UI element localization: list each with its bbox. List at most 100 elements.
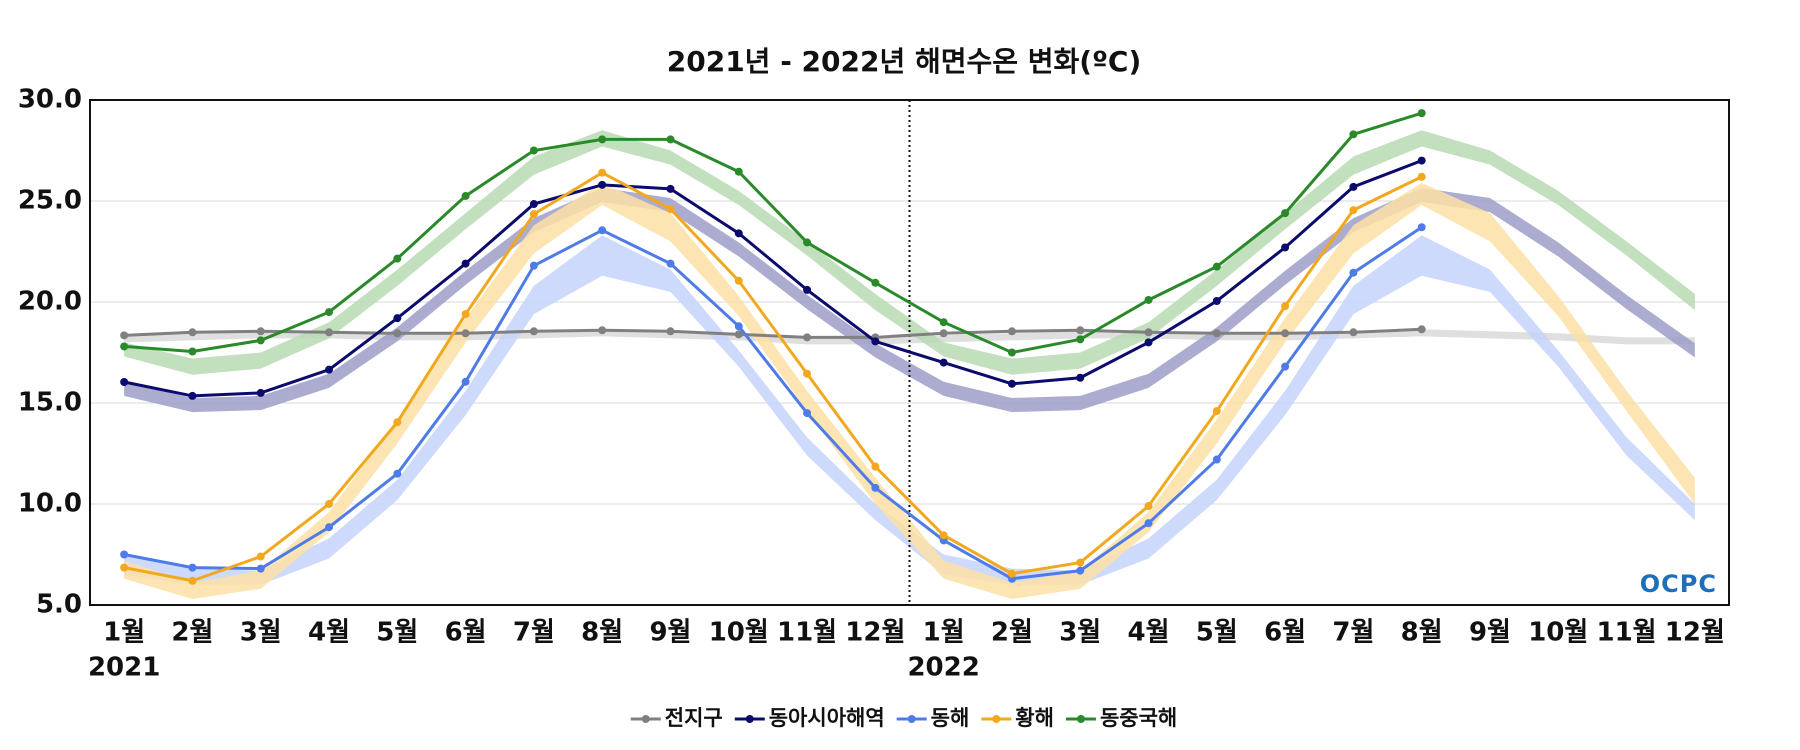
y-tick-label: 5.0 [36,590,82,620]
data-point [1076,558,1085,567]
x-tick-label: 1월 [103,618,145,648]
data-point [1076,335,1085,344]
x-tick-label: 11월 [1597,618,1657,648]
x-tick-label: 7월 [1332,618,1374,648]
data-point [120,377,129,386]
data-point [1281,362,1290,371]
y-tick-label: 25.0 [18,186,82,216]
chart-title: 2021년 - 2022년 해면수온 변화(ºC) [667,45,1142,78]
data-point [256,564,265,573]
data-point [1281,209,1290,218]
data-point [1212,407,1221,416]
data-point [1281,243,1290,252]
x-tick-label: 3월 [240,618,282,648]
data-point [1144,519,1153,528]
x-tick-label: 11월 [777,618,837,648]
data-point [803,285,812,294]
x-tick-label: 6월 [1264,618,1306,648]
legend-item: 동해 [896,706,969,730]
legend-item: 전지구 [630,706,723,730]
climatology-band [124,235,1695,585]
x-tick-label: 12월 [1665,618,1725,648]
data-point [256,552,265,561]
series-line [124,327,1422,339]
data-point [120,331,129,340]
data-point [803,369,812,378]
series-line [123,226,1423,581]
legend-item: 황해 [981,706,1054,730]
data-point [598,180,607,189]
y-tick-label: 15.0 [18,388,82,418]
data-point [1417,172,1426,181]
data-point [256,327,265,336]
legend-label: 동중국해 [1100,706,1177,730]
series-line [124,111,1423,355]
data-point [1144,338,1153,347]
data-point [1281,302,1290,311]
data-point [1144,328,1153,337]
legend-label: 동아시아해역 [769,706,885,730]
data-point [939,329,948,338]
legend-item: 동아시아해역 [734,706,885,730]
data-point [1349,328,1358,337]
data-point [1212,296,1221,305]
data-point [1349,130,1358,139]
x-tick-label: 6월 [445,618,487,648]
x-tick-label: 8월 [1401,618,1443,648]
data-point [325,500,334,508]
data-point [393,418,402,427]
data-point [598,168,607,177]
data-point [461,259,470,268]
year-label: 2021 [88,653,160,683]
legend-marker [907,715,916,723]
data-point [734,322,743,331]
data-point [1417,223,1426,232]
legend-label: 전지구 [665,706,723,730]
series-line [123,159,1423,398]
data-point [871,462,880,471]
data-point [188,391,197,400]
data-point [1212,455,1221,464]
data-point [803,238,812,247]
data-point [666,205,675,214]
data-point [1349,206,1358,215]
data-point [871,483,880,492]
data-point [1007,348,1016,357]
data-point [666,135,675,144]
data-point [871,278,880,287]
x-tick-label: 12월 [845,618,905,648]
data-point [666,259,675,268]
x-tick-label: 10월 [709,618,769,648]
data-point [1076,566,1085,575]
data-point [256,388,265,397]
data-point [734,276,743,285]
legend: 전지구 동아시아해역 동해 황해 동중국해 [630,706,1177,730]
data-point [666,184,675,193]
data-point [1007,569,1016,578]
data-point [1281,329,1290,338]
data-point [529,200,538,209]
data-point [529,146,538,155]
x-tick-label: 3월 [1059,618,1101,648]
data-point [120,563,129,572]
data-point [734,167,743,176]
data-point [120,342,129,351]
y-tick-label: 20.0 [18,287,82,317]
y-tick-label: 10.0 [18,489,82,519]
data-point [666,327,675,336]
data-point [803,409,812,418]
data-point [1349,182,1358,191]
x-tick-label: 4월 [308,618,350,648]
year-label: 2022 [907,653,979,683]
data-point [393,254,402,263]
data-point [393,469,402,478]
data-point [529,261,538,270]
data-point [188,347,197,356]
data-point [1144,295,1153,304]
legend-marker [1076,715,1085,723]
data-point [1076,326,1085,335]
data-point [598,226,607,235]
legend-marker [745,715,754,723]
x-tick-label: 2월 [991,618,1033,648]
x-tick-label: 4월 [1128,618,1170,648]
